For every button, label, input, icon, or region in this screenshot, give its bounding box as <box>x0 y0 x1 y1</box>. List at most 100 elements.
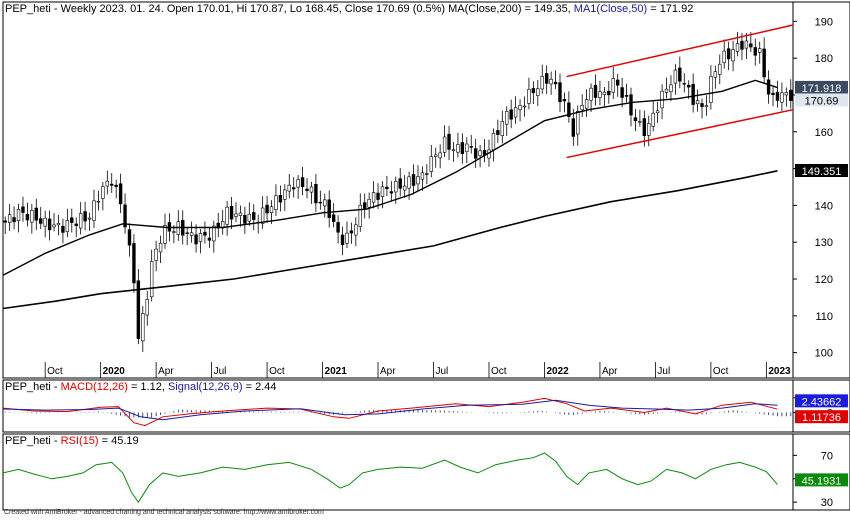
candle-body <box>243 214 247 224</box>
candle-body <box>478 150 482 156</box>
candle-body <box>336 222 340 233</box>
x-tick-label: 2020 <box>103 366 126 377</box>
plot-frame <box>2 1 794 379</box>
candle-body <box>527 89 531 104</box>
candle-body <box>567 102 571 117</box>
candle-body <box>123 204 127 228</box>
price-label: 170.69 <box>805 95 839 107</box>
candle-body <box>496 130 500 135</box>
candle-body <box>771 92 775 95</box>
candle-body <box>292 187 296 190</box>
candle-body <box>513 107 518 118</box>
title-part: PEP_heti - Weekly 2023. 01. 24. Open 170… <box>5 3 574 15</box>
candle-body <box>469 146 473 148</box>
candle-body <box>726 48 731 60</box>
candle-body <box>318 201 323 204</box>
x-tick-label: 2023 <box>768 366 791 377</box>
candle-body <box>611 78 615 93</box>
candle-body <box>132 243 136 284</box>
rsi-line <box>2 452 778 504</box>
candle-body <box>465 143 469 153</box>
candle-body <box>500 121 504 136</box>
candle-body <box>678 67 682 82</box>
candle-body <box>749 43 753 48</box>
candle-body <box>269 206 274 213</box>
x-tick-label: Oct <box>491 366 507 377</box>
x-tick-label: Oct <box>47 366 63 377</box>
candle-body <box>758 48 762 53</box>
title-part: = 45.19 <box>99 435 139 447</box>
x-tick-label: Apr <box>602 366 618 377</box>
candle-body <box>39 218 43 224</box>
candle-body <box>238 212 243 216</box>
signal-line <box>2 399 778 421</box>
candle-body <box>229 206 234 220</box>
candle-body <box>149 261 154 298</box>
candle-body <box>576 110 580 135</box>
y-tick-label: 120 <box>815 274 833 286</box>
candle-body <box>327 199 331 218</box>
candle-body <box>61 225 65 233</box>
candle-body <box>363 202 367 209</box>
candle-body <box>376 192 380 200</box>
candle-body <box>615 79 620 86</box>
candle-body <box>163 225 167 244</box>
candle-body <box>718 63 722 75</box>
candle-body <box>172 231 176 233</box>
title-part: PEP_heti - <box>5 381 61 393</box>
y-tick-label: 190 <box>815 16 833 28</box>
candle-body <box>7 214 12 223</box>
candle-body <box>345 232 349 244</box>
value-label: 2.43662 <box>802 396 842 408</box>
candle-body <box>460 142 465 154</box>
candle-body <box>136 280 141 339</box>
candle-body <box>331 214 336 222</box>
x-tick-label: 2021 <box>325 366 348 377</box>
candle-body <box>647 123 651 136</box>
candle-body <box>105 180 109 187</box>
candle-body <box>145 299 149 316</box>
candle-body <box>398 178 402 189</box>
candle-body <box>691 84 695 105</box>
candle-body <box>274 195 278 210</box>
candle-body <box>407 176 411 189</box>
candle-body <box>127 229 132 246</box>
candle-body <box>580 105 584 111</box>
candle-body <box>78 213 83 229</box>
candle-body <box>744 40 749 49</box>
candle-body <box>234 213 238 217</box>
candle-body <box>740 40 744 50</box>
candle-body <box>189 232 194 236</box>
value-label: 1.11736 <box>802 412 841 424</box>
rsi-panel: PEP_heti - RSI(15) = 45.1970503045.1931 <box>2 433 850 511</box>
candle-body <box>784 92 789 96</box>
candle-body <box>349 230 354 234</box>
candle-body <box>584 99 589 109</box>
x-tick-label: 2022 <box>546 366 569 377</box>
candle-body <box>52 224 56 228</box>
candle-body <box>354 224 358 236</box>
y-tick-label: 110 <box>815 311 833 323</box>
candle-body <box>651 112 655 127</box>
channel-line <box>566 108 794 159</box>
candle-body <box>296 179 300 188</box>
candle-body <box>3 220 7 223</box>
candle-body <box>420 172 425 180</box>
candle-body <box>735 43 740 52</box>
candle-body <box>47 218 52 231</box>
candle-body <box>682 83 686 85</box>
x-tick-label: Jul <box>436 366 449 377</box>
candle-body <box>642 118 647 136</box>
y-tick-label: 30 <box>821 497 833 509</box>
candle-body <box>722 50 726 64</box>
y-axis-box <box>792 1 850 379</box>
macd-panel: PEP_heti - MACD(12,26) = 1.12, Signal(12… <box>2 379 850 433</box>
candle-body <box>198 233 203 242</box>
candle-body <box>287 184 291 192</box>
candle-body <box>473 148 478 159</box>
price-label-box <box>795 80 848 94</box>
candle-body <box>629 94 633 116</box>
candle-body <box>371 192 376 203</box>
candle-body <box>753 47 757 56</box>
